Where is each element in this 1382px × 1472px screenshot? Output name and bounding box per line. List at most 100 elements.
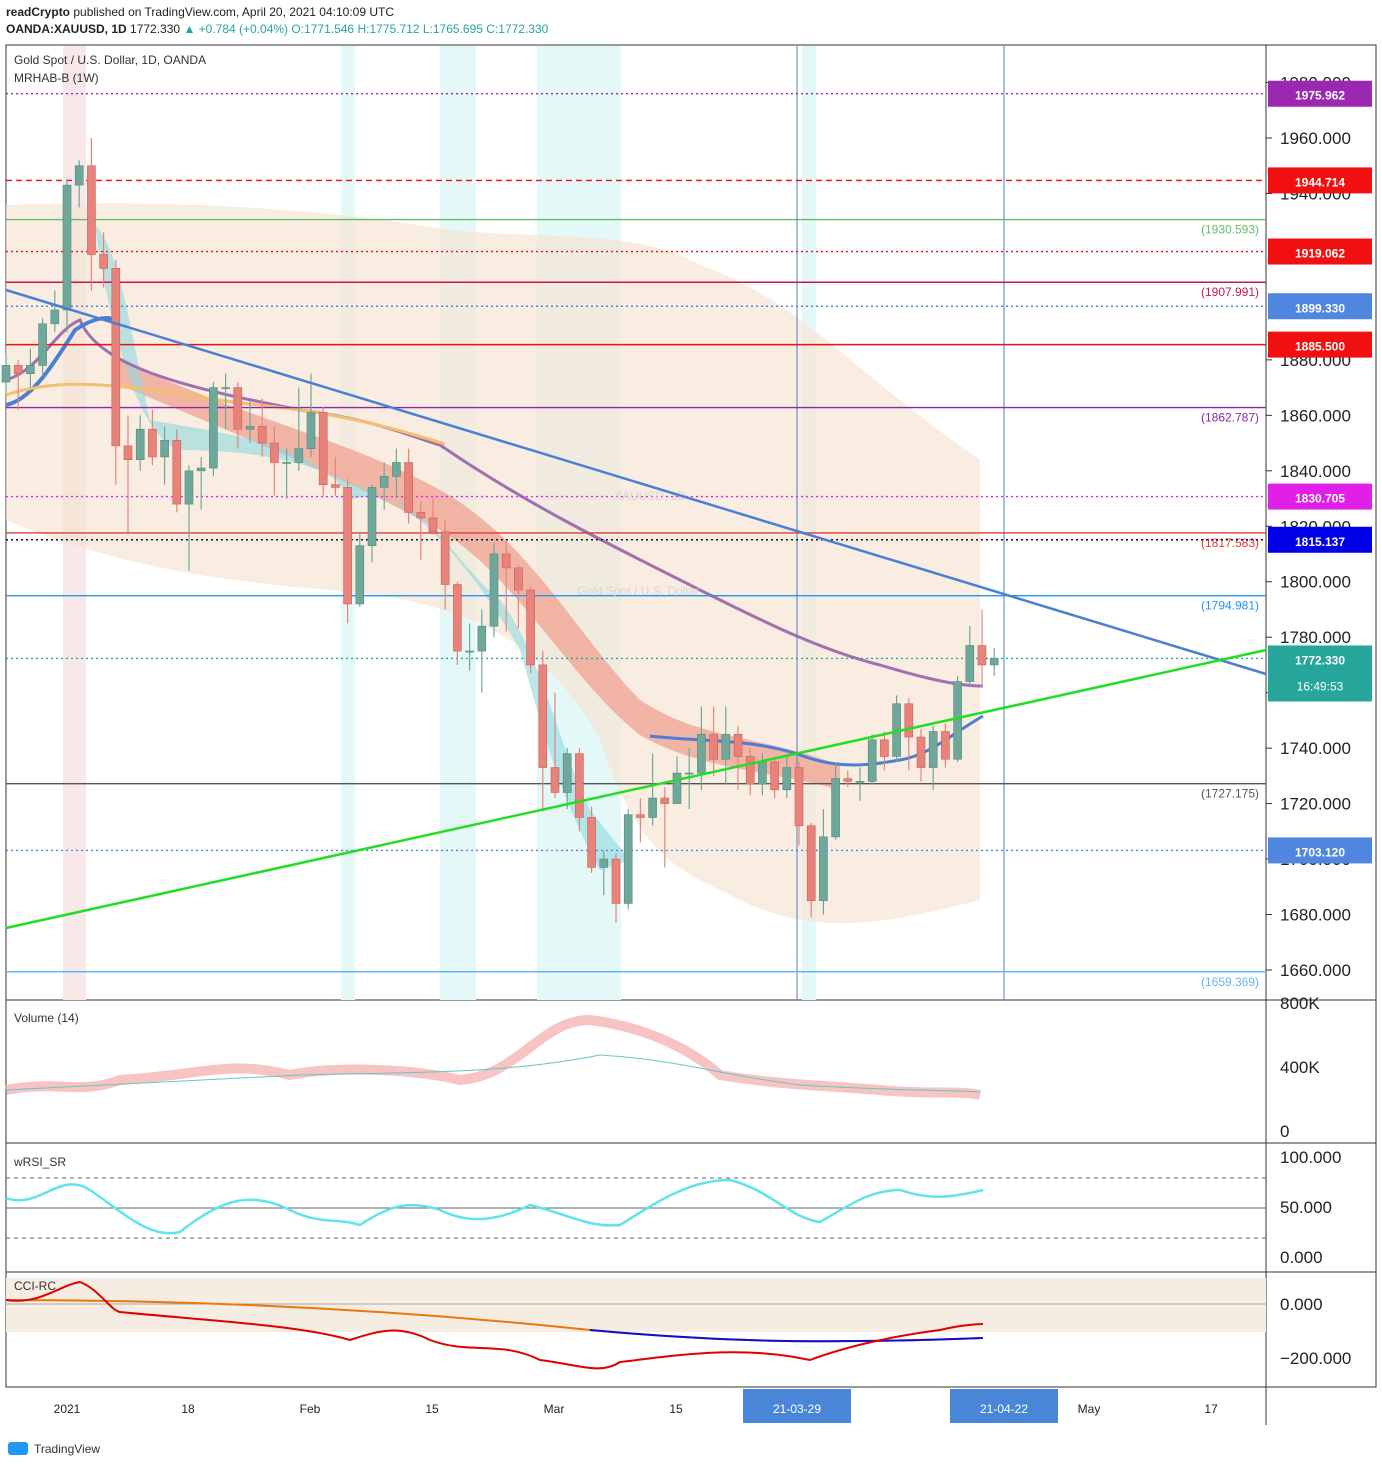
time-label: May (1078, 1402, 1101, 1416)
candle-body (13, 365, 23, 375)
level-note: (1659.369) (1201, 975, 1259, 989)
candle-body (660, 797, 670, 804)
time-label: 15 (425, 1402, 439, 1416)
candle-body (123, 445, 133, 461)
price-tag-label: 1899.330 (1295, 301, 1345, 315)
candle-body (526, 589, 535, 666)
footer: TradingView (34, 1442, 100, 1456)
time-axis: 2021 18 Feb 15 Mar 15 21-03-29 21-04-22 May 17 (54, 1389, 1218, 1423)
candle-body (87, 165, 96, 255)
rsi-tick: 0.000 (1280, 1248, 1323, 1267)
last: 1772.330 (130, 22, 180, 36)
price-tick-label: 1740.000 (1280, 739, 1351, 758)
time-label: 21-04-22 (980, 1402, 1028, 1416)
candle-body (1, 365, 11, 383)
candle-body (172, 439, 182, 505)
candle-body (428, 517, 438, 533)
candle-body (989, 658, 999, 666)
symbol-line: OANDA:XAUUSD, 1D 1772.330 ▲ +0.784 (+0.0… (6, 22, 549, 36)
price-tag (1268, 167, 1372, 194)
candle-body (636, 814, 645, 818)
candle-body (209, 387, 218, 469)
candle-body (282, 462, 291, 464)
candle-body (684, 772, 694, 775)
level-note: (1907.991) (1201, 285, 1259, 299)
time-marker (743, 1389, 851, 1423)
candle-body (721, 733, 731, 760)
candle-body (379, 476, 389, 488)
price-tag (1268, 80, 1372, 107)
candle-body (392, 462, 401, 477)
candle-body (270, 442, 279, 463)
price-tag-label: 1944.714 (1295, 175, 1345, 189)
watermark-sub: Gold Spot / U.S. Dollar (577, 584, 698, 598)
price-tag-label: 1772.330 (1295, 653, 1345, 667)
candle-body (465, 650, 474, 653)
candle-body (26, 365, 35, 375)
ma-line (5, 318, 984, 688)
candle-body (233, 387, 243, 430)
time-label: 18 (181, 1402, 195, 1416)
time-label: Feb (300, 1402, 321, 1416)
volume-tick: 400K (1280, 1058, 1320, 1077)
candle-body (916, 736, 926, 768)
candle-body (745, 756, 755, 785)
candle-body (477, 625, 487, 652)
candle-body (806, 825, 816, 901)
cci-tick: 0.000 (1280, 1295, 1323, 1314)
volume-tick: 0 (1280, 1122, 1289, 1141)
candle-body (819, 836, 828, 901)
candle-body (977, 645, 987, 666)
candle-body (245, 426, 255, 430)
frame (5, 44, 1377, 1388)
candle-body (928, 731, 938, 768)
countdown: 16:49:53 (1297, 679, 1344, 693)
candle-body (160, 439, 169, 458)
price-tick-label: 1800.000 (1280, 573, 1351, 592)
candle-body (575, 753, 584, 818)
price-tag-label: 1703.120 (1295, 845, 1345, 859)
logo (8, 1442, 28, 1455)
publisher: readCrypto (6, 5, 70, 19)
candle-body (831, 778, 840, 838)
price-tag (1268, 645, 1372, 702)
level-note: (1930.593) (1201, 223, 1259, 237)
price-tag (1268, 837, 1372, 864)
trendline-down (5, 288, 1267, 676)
candle-body (538, 664, 548, 768)
cci-line (5, 1280, 984, 1370)
candle-body (941, 731, 950, 760)
rsi-tick: 100.000 (1280, 1148, 1341, 1167)
time-label: 21-03-29 (773, 1402, 821, 1416)
candle-body (611, 858, 621, 904)
levels: (1930.593) (1907.991) (1862.787) (1817.583)… (6, 93, 1266, 989)
low: L:1765.695 (423, 22, 483, 36)
candle-body (343, 487, 352, 605)
candle-body (623, 814, 633, 904)
level-note: (1794.981) (1201, 599, 1259, 613)
price-tag (1268, 238, 1372, 265)
level-note: (1727.175) (1201, 787, 1259, 801)
candle-body (38, 323, 47, 366)
level-note: (1862.787) (1201, 411, 1259, 425)
published: published on TradingView.com, April 20, … (73, 5, 394, 19)
symbol: OANDA:XAUUSD, 1D (6, 22, 127, 36)
rsi-tick: 50.000 (1280, 1198, 1332, 1217)
price-tag-label: 1815.137 (1295, 535, 1345, 549)
candle-body (404, 462, 413, 513)
time-label: 17 (1204, 1402, 1218, 1416)
candle-body (196, 467, 206, 472)
candle-body (904, 703, 914, 738)
price-tag (1268, 526, 1372, 553)
time-label: 15 (669, 1402, 683, 1416)
candle-body (514, 567, 523, 591)
candle-body (880, 739, 889, 757)
candle-body (562, 753, 572, 793)
trendline-up (5, 648, 1267, 930)
candle-body (416, 512, 426, 519)
candle-body (440, 531, 450, 585)
candle-body (50, 309, 60, 325)
candle-body (294, 448, 304, 463)
pane-title: CCI-RC (14, 1279, 56, 1293)
